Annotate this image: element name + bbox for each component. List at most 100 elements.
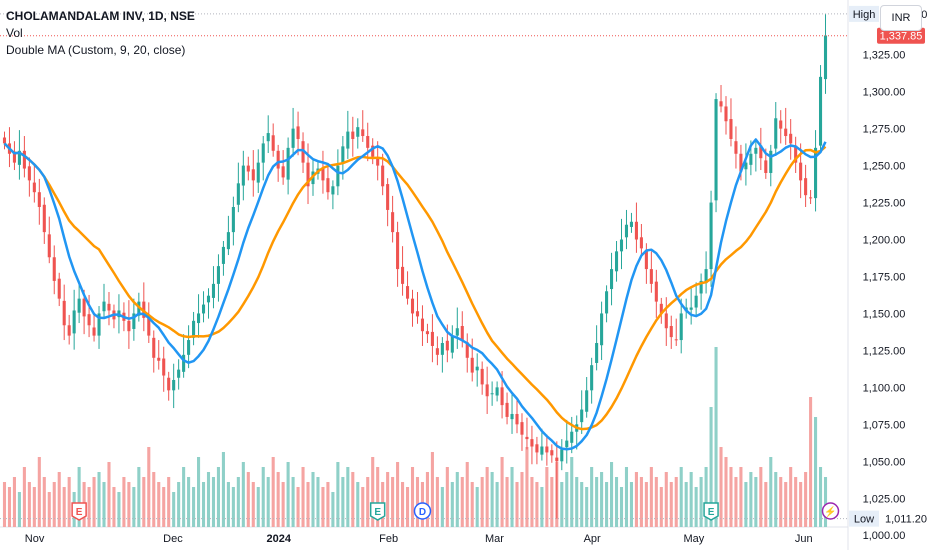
volume-bar <box>401 482 405 527</box>
candle-body <box>465 342 469 358</box>
candle-body <box>595 343 599 363</box>
candle-layer <box>2 13 828 519</box>
candle-body <box>754 147 758 154</box>
candle-body <box>460 326 464 341</box>
candle-body <box>550 450 554 456</box>
volume-bar <box>396 462 400 527</box>
ma-fast-line[interactable] <box>3 138 827 451</box>
dividend-marker[interactable] <box>413 502 432 520</box>
candle-body <box>784 128 788 137</box>
volume-bar <box>724 457 728 527</box>
candle-body <box>475 366 479 371</box>
candle-body <box>420 318 425 332</box>
candle-body <box>286 147 290 180</box>
candle-body <box>415 311 420 317</box>
volume-bar <box>187 477 191 527</box>
volume-bar <box>425 472 429 527</box>
candle-body <box>629 221 633 227</box>
volume-bar <box>560 482 564 527</box>
volume-bar <box>704 467 708 527</box>
candle-body <box>585 390 589 412</box>
candle-body <box>510 413 514 420</box>
symbol-title[interactable]: CHOLAMANDALAM INV, 1D, NSE <box>6 9 195 23</box>
candle-body <box>570 431 574 443</box>
volume-legend[interactable]: Vol <box>6 26 23 40</box>
volume-bar <box>480 477 484 527</box>
price-tick-label: 1,225.00 <box>863 198 906 210</box>
volume-bar <box>22 467 26 527</box>
currency-button[interactable]: INR <box>880 5 922 31</box>
candle-body <box>27 166 31 181</box>
volume-bar <box>570 457 574 527</box>
volume-bar <box>749 472 753 527</box>
volume-bar <box>321 487 325 527</box>
candle-body <box>759 145 763 159</box>
price-tick-label: 1,300.00 <box>863 87 906 99</box>
ma-slow-line[interactable] <box>3 142 827 431</box>
volume-bar <box>172 492 176 527</box>
volume-bar <box>545 467 549 527</box>
candle-body <box>774 118 778 149</box>
candle-body <box>794 145 798 163</box>
volume-bar <box>530 477 534 527</box>
earnings-marker[interactable] <box>703 502 719 521</box>
candle-body <box>525 436 529 440</box>
candle-body <box>430 331 434 346</box>
volume-bar <box>405 487 410 527</box>
time-axis[interactable]: Nov Dec 2024 Feb Mar Apr May Jun <box>25 533 813 545</box>
volume-bar <box>306 482 310 527</box>
candle-body <box>818 76 823 146</box>
volume-bar <box>445 467 449 527</box>
price-tick-label: 1,000.00 <box>863 530 906 542</box>
volume-bar <box>729 467 733 527</box>
price-tick-label: 1,275.00 <box>863 124 906 136</box>
split-marker[interactable] <box>821 502 840 520</box>
volume-bar <box>654 477 658 527</box>
earnings-marker[interactable] <box>71 502 87 521</box>
volume-bar <box>97 472 101 527</box>
candle-body <box>62 300 66 326</box>
volume-bar <box>490 472 494 527</box>
candle-body <box>654 281 658 302</box>
volume-bar <box>127 482 131 527</box>
volume-bar <box>779 477 783 527</box>
candle-body <box>216 266 220 284</box>
volume-bar <box>226 482 230 527</box>
candle-body <box>321 168 325 181</box>
earnings-marker[interactable] <box>369 502 386 521</box>
candle-body <box>699 280 703 294</box>
volume-bar <box>789 467 793 527</box>
candle-body <box>87 314 91 326</box>
candle-body <box>809 197 813 199</box>
candle-body <box>689 307 693 310</box>
volume-bar <box>714 347 718 527</box>
candle-body <box>644 250 648 270</box>
candle-body <box>17 150 21 165</box>
volume-bar <box>197 457 201 527</box>
candle-body <box>132 313 136 329</box>
volume-bar <box>595 477 599 527</box>
candle-body <box>600 313 604 346</box>
candle-body <box>734 141 738 154</box>
volume-bar <box>27 482 31 527</box>
candle-body <box>231 206 235 233</box>
time-tick-label: Jun <box>795 533 813 545</box>
candle-body <box>77 298 81 313</box>
volume-bar <box>535 482 539 527</box>
candle-body <box>102 301 106 312</box>
candle-body <box>47 234 51 258</box>
volume-bar <box>510 467 514 527</box>
double-ma-legend[interactable]: Double MA (Custom, 9, 20, close) <box>6 43 186 57</box>
volume-bar <box>500 457 504 527</box>
candle-body <box>500 387 504 406</box>
candle-body <box>505 402 509 417</box>
volume-bar <box>17 492 21 527</box>
candle-body <box>82 298 86 317</box>
candle-body <box>137 301 141 316</box>
volume-bar <box>117 492 121 527</box>
volume-bar <box>122 477 126 527</box>
volume-bar <box>739 467 743 527</box>
volume-bar <box>679 467 683 527</box>
volume-bar <box>316 477 320 527</box>
